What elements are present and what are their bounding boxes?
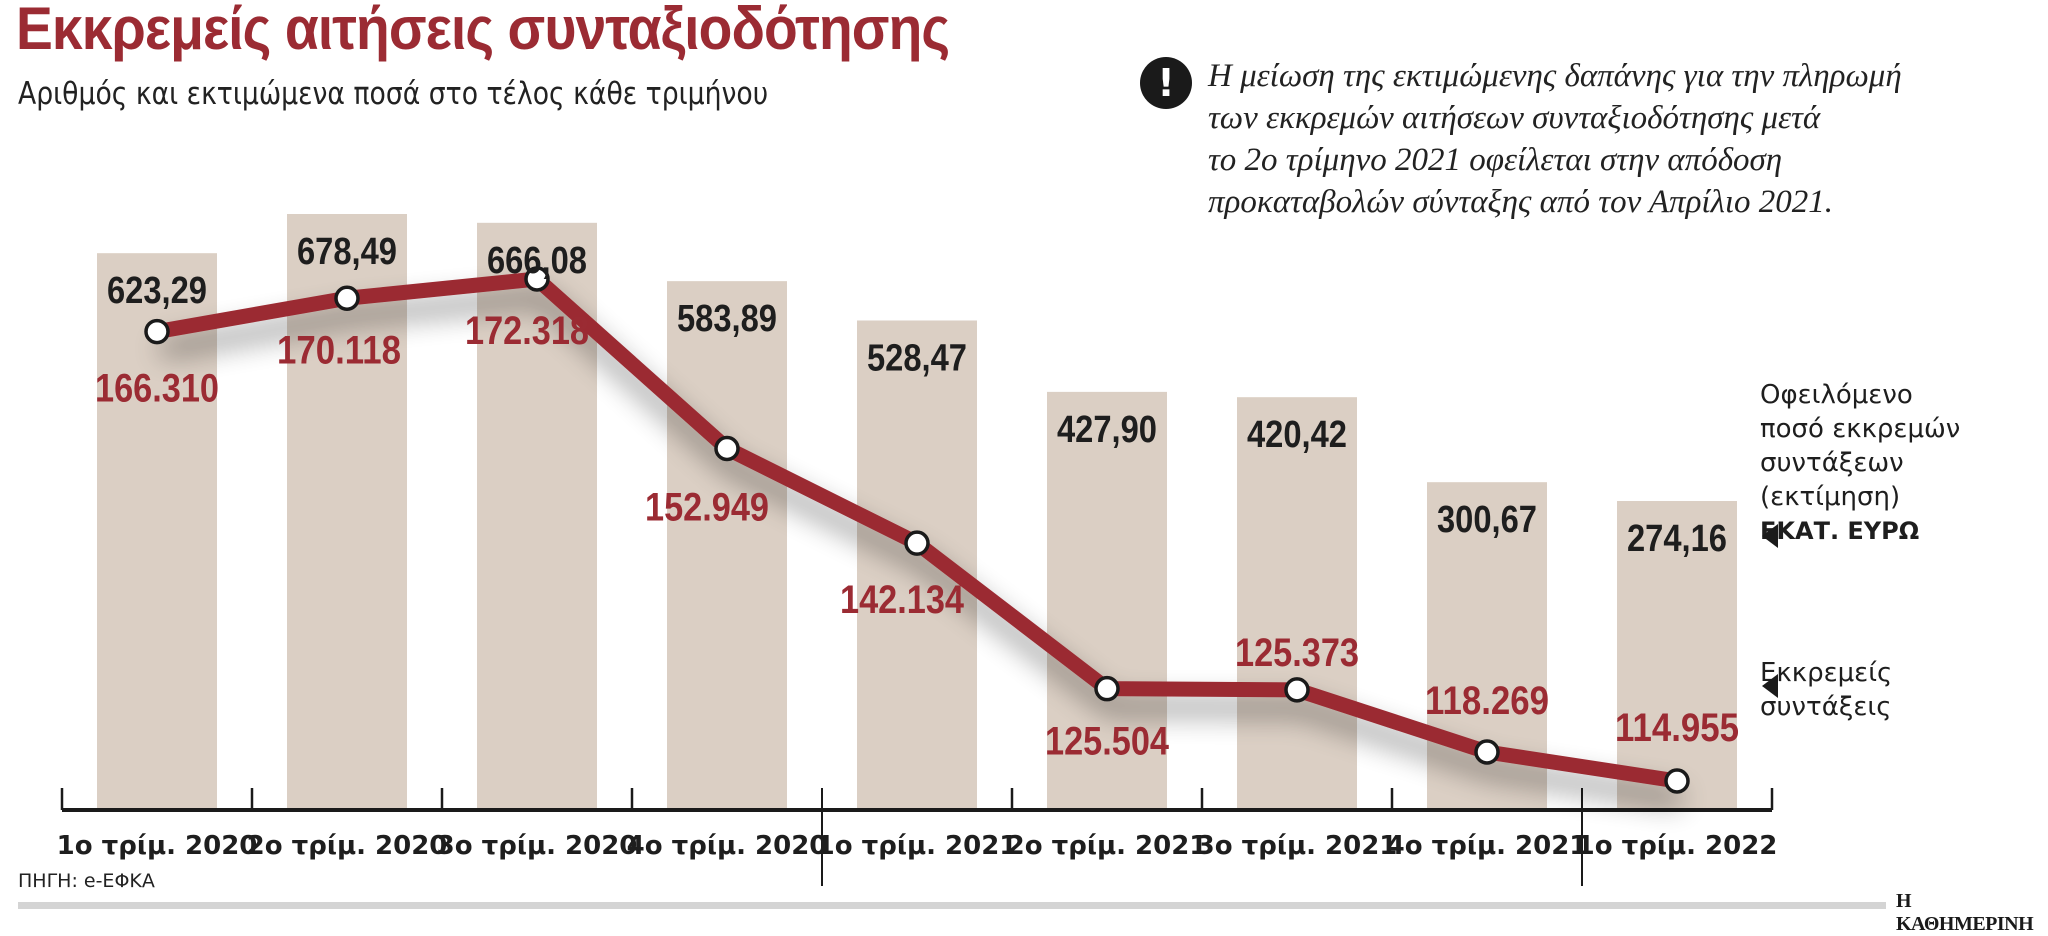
line-value-label: 114.955: [1615, 706, 1739, 750]
annotation-line: Η μείωση της εκτιμώμενης δαπάνης για την…: [1208, 58, 1902, 94]
data-point-marker: [1474, 739, 1500, 765]
chart-title: Εκκρεμείς αιτήσεις συνταξιοδότησης: [16, 0, 950, 62]
x-tick-label: 2ο τρίμ. 2021: [1007, 831, 1208, 861]
data-point-marker: [334, 285, 360, 312]
annotation-line: των εκκρεμών αιτήσεων συνταξιοδότησης με…: [1208, 100, 1821, 136]
bar: [1047, 391, 1167, 810]
triangle-left-icon: [1762, 674, 1778, 698]
exclamation-icon: !: [1140, 57, 1192, 109]
x-tick-label: 2ο τρίμ. 2020: [247, 831, 448, 861]
publisher-logo: Η ΚΑΘΗΜΕΡΙΝΗ: [1896, 890, 2034, 935]
legend-unit: ΕΚΑΤ. ΕΥΡΩ: [1760, 517, 1920, 545]
line-value-label: 125.373: [1235, 631, 1359, 675]
bar-value-label: 623,29: [107, 270, 207, 312]
line-value-label: 125.504: [1045, 720, 1170, 764]
annotation-line: το 2ο τρίμηνο 2021 οφείλεται στην απόδοσ…: [1208, 142, 1783, 178]
data-labels: 623,29 678,49 666,08 583,89 528,47 427,90 420,…: [95, 231, 1739, 764]
bar-value-label: 300,67: [1437, 499, 1537, 541]
bar: [667, 281, 787, 810]
line-value-label: 170.118: [277, 328, 401, 372]
x-tick-label: 4ο τρίμ. 2020: [627, 831, 828, 861]
triangle-left-icon: [1762, 524, 1778, 548]
bar-value-label: 583,89: [677, 298, 777, 340]
annotation-text: Η μείωση της εκτιμώμενης δαπάνης για την…: [1208, 55, 1902, 223]
legend-bars-line: συντάξεων: [1760, 448, 1904, 478]
bar: [1617, 501, 1737, 810]
data-point-marker: [524, 266, 550, 292]
legend-line-text: συντάξεις: [1760, 692, 1892, 722]
legend-bars-line: ποσό εκκρεμών: [1760, 414, 1961, 444]
bar-value-label: 678,49: [297, 231, 397, 273]
legend-bars: Οφειλόμενο ποσό εκκρεμών συντάξεων (εκτί…: [1760, 378, 1960, 548]
x-tick-label: 3ο τρίμ. 2020: [437, 831, 638, 861]
legend-line: Εκκρεμείς συντάξεις: [1760, 656, 1892, 724]
legend-bars-line: Οφειλόμενο: [1760, 380, 1913, 410]
x-tick-label: 1ο τρίμ. 2020: [57, 831, 258, 861]
data-point-marker: [904, 530, 930, 556]
chart-subtitle: Αριθμός και εκτιμώμενα ποσά στο τέλος κά…: [18, 76, 769, 112]
bar-value-label: 528,47: [867, 337, 967, 379]
bar-value-label: 427,90: [1057, 409, 1157, 451]
annotation-line: προκαταβολών σύνταξης από τον Απρίλιο 20…: [1208, 184, 1834, 220]
line-series: [144, 266, 1690, 794]
line-value-label: 142.134: [840, 578, 965, 622]
line-value-label: 118.269: [1425, 679, 1549, 723]
data-point-marker: [1094, 675, 1120, 702]
data-point-marker: [1664, 768, 1690, 794]
bar-value-label: 274,16: [1627, 518, 1727, 560]
line-value-label: 172.318: [465, 309, 589, 353]
x-tick-label: 4ο τρίμ. 2021: [1387, 831, 1588, 861]
data-point-marker: [144, 318, 170, 345]
bar: [287, 214, 407, 810]
bar-series: [97, 214, 1737, 810]
data-point-marker: [714, 435, 740, 462]
x-tick-label: 3ο τρίμ. 2021: [1197, 831, 1398, 861]
bar-value-label: 420,42: [1247, 414, 1347, 456]
bar: [97, 253, 217, 810]
data-point-marker: [1284, 677, 1310, 703]
line-value-label: 152.949: [645, 486, 769, 530]
x-tick-label: 1ο τρίμ. 2021: [817, 831, 1018, 861]
footer-divider: [18, 902, 1886, 909]
legend-line-text: Εκκρεμείς: [1760, 658, 1893, 688]
bar: [1237, 397, 1357, 810]
line-value-label: 166.310: [95, 367, 219, 411]
legend-bars-line: (εκτίμηση): [1760, 482, 1901, 512]
x-tick-label: 1ο τρίμ. 2022: [1577, 831, 1778, 861]
source-note: ΠΗΓΗ: e-ΕΦΚΑ: [18, 870, 155, 892]
bar: [857, 320, 977, 810]
bar-value-label: 666,08: [487, 240, 587, 282]
